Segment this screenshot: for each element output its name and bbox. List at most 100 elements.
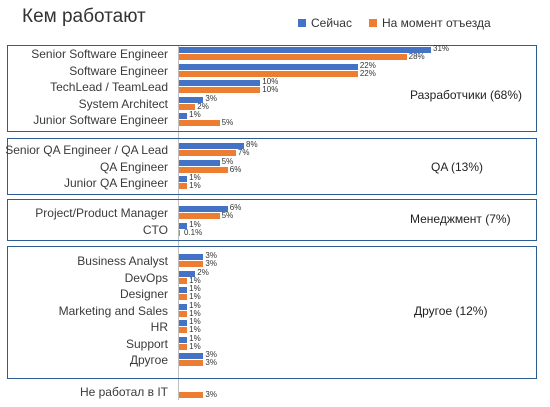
value-label-now: 10%	[262, 77, 279, 86]
value-label-now: 22%	[359, 60, 376, 70]
bar-then	[179, 327, 188, 333]
bar-then	[179, 294, 188, 300]
group-box	[7, 199, 537, 241]
bar-now	[179, 353, 204, 359]
bar-then	[179, 310, 188, 317]
value-label-then: 1%	[189, 341, 201, 351]
bar-now	[179, 159, 220, 166]
group-box	[7, 45, 537, 132]
value-label-now: 2%	[197, 267, 209, 277]
bar-now	[179, 287, 188, 293]
bar-then	[179, 166, 228, 173]
value-label-now: 3%	[205, 350, 217, 359]
bar-now	[179, 63, 358, 70]
category-label: System Architect	[78, 96, 168, 111]
legend-swatch-then	[369, 19, 377, 27]
value-label-then: 22%	[359, 68, 376, 78]
bar-now	[179, 143, 245, 149]
value-label-then: 1%	[189, 325, 201, 334]
value-label-then: 1%	[189, 181, 201, 190]
category-label: Project/Product Manager	[35, 206, 168, 220]
bar-then	[179, 120, 220, 126]
bar-now	[179, 222, 188, 229]
category-label: Software Engineer	[69, 63, 168, 78]
category-label: QA Engineer	[99, 159, 168, 174]
category-label: Junior QA Engineer	[63, 176, 168, 190]
value-label-then: 5%	[221, 118, 234, 127]
category-label: Senior Software Engineer	[31, 47, 168, 61]
bar-now	[179, 320, 188, 326]
value-label-now: 1%	[189, 317, 201, 326]
value-label-now: 1%	[189, 110, 201, 119]
bar-then	[179, 261, 204, 267]
bar-now	[179, 113, 188, 119]
value-label-now: 1%	[189, 219, 201, 229]
bar-now	[179, 96, 204, 103]
category-label: Другое	[129, 353, 168, 367]
bar-then	[179, 229, 180, 236]
value-label-then: 0.1%	[184, 227, 203, 237]
category-label: HR	[150, 320, 168, 334]
value-label-then: 3%	[205, 259, 217, 268]
bar-then	[179, 392, 204, 398]
value-label-then: 10%	[262, 85, 279, 94]
bar-then	[179, 360, 204, 366]
group-label: Разработчики (68%)	[410, 88, 523, 102]
category-label: Designer	[119, 287, 168, 301]
bar-now	[179, 303, 188, 310]
value-label-now: 1%	[189, 333, 201, 343]
value-label-now: 3%	[205, 251, 217, 260]
group-label: QA (13%)	[431, 160, 484, 174]
group-box	[7, 138, 537, 195]
bar-then	[179, 213, 220, 219]
value-label-now: 1%	[189, 300, 201, 310]
bar-now	[179, 206, 228, 212]
bar-now	[179, 270, 196, 277]
legend-swatch-now	[298, 19, 306, 27]
group-label: Другое (12%)	[414, 304, 488, 318]
value-label-now: 3%	[205, 93, 217, 103]
group-box	[7, 246, 537, 379]
category-label: Business Analyst	[77, 254, 168, 268]
value-label-now: 1%	[189, 284, 201, 293]
bar-then	[179, 54, 407, 60]
legend-label-now: Сейчас	[311, 16, 352, 30]
legend-item-then: На момент отъезда	[369, 16, 491, 30]
value-label-then: 28%	[408, 52, 425, 61]
bar-then	[179, 277, 188, 284]
value-label-then: 2%	[197, 101, 209, 111]
bar-then	[179, 103, 196, 110]
value-label-then: 3%	[205, 358, 217, 367]
legend-label-then: На момент отъезда	[382, 16, 491, 30]
value-label-now: 31%	[433, 44, 450, 53]
bar-then	[179, 183, 188, 189]
bar-then	[179, 70, 358, 77]
category-label: Marketing and Sales	[58, 303, 168, 318]
group-label: Менеджмент (7%)	[410, 212, 511, 226]
bar-now	[179, 336, 188, 343]
value-label-now: 1%	[189, 173, 201, 182]
value-label-now: 5%	[221, 156, 234, 166]
bar-now	[179, 176, 188, 182]
bar-now	[179, 47, 432, 53]
category-label: Junior Software Engineer	[33, 113, 168, 127]
category-label: Не работал в IT	[79, 385, 168, 399]
value-label-then: 7%	[237, 148, 250, 157]
value-label-now: 6%	[229, 203, 242, 212]
value-label-then: 1%	[189, 308, 201, 318]
value-label-then: 3%	[205, 390, 217, 399]
category-label: DevOps	[124, 270, 168, 285]
value-label-now: 8%	[246, 140, 258, 149]
bar-then	[179, 87, 261, 93]
category-label: Senior QA Engineer / QA Lead	[5, 143, 168, 157]
category-label: CTO	[142, 222, 168, 237]
legend-item-now: Сейчас	[298, 16, 352, 30]
chart-title: Кем работают	[22, 6, 146, 27]
category-label: TechLead / TeamLead	[50, 80, 168, 94]
bar-now	[179, 254, 204, 260]
category-axis-line	[178, 45, 179, 400]
value-label-then: 1%	[189, 275, 201, 285]
value-label-then: 1%	[189, 292, 201, 301]
bar-now	[179, 80, 261, 86]
value-label-then: 5%	[221, 211, 234, 220]
